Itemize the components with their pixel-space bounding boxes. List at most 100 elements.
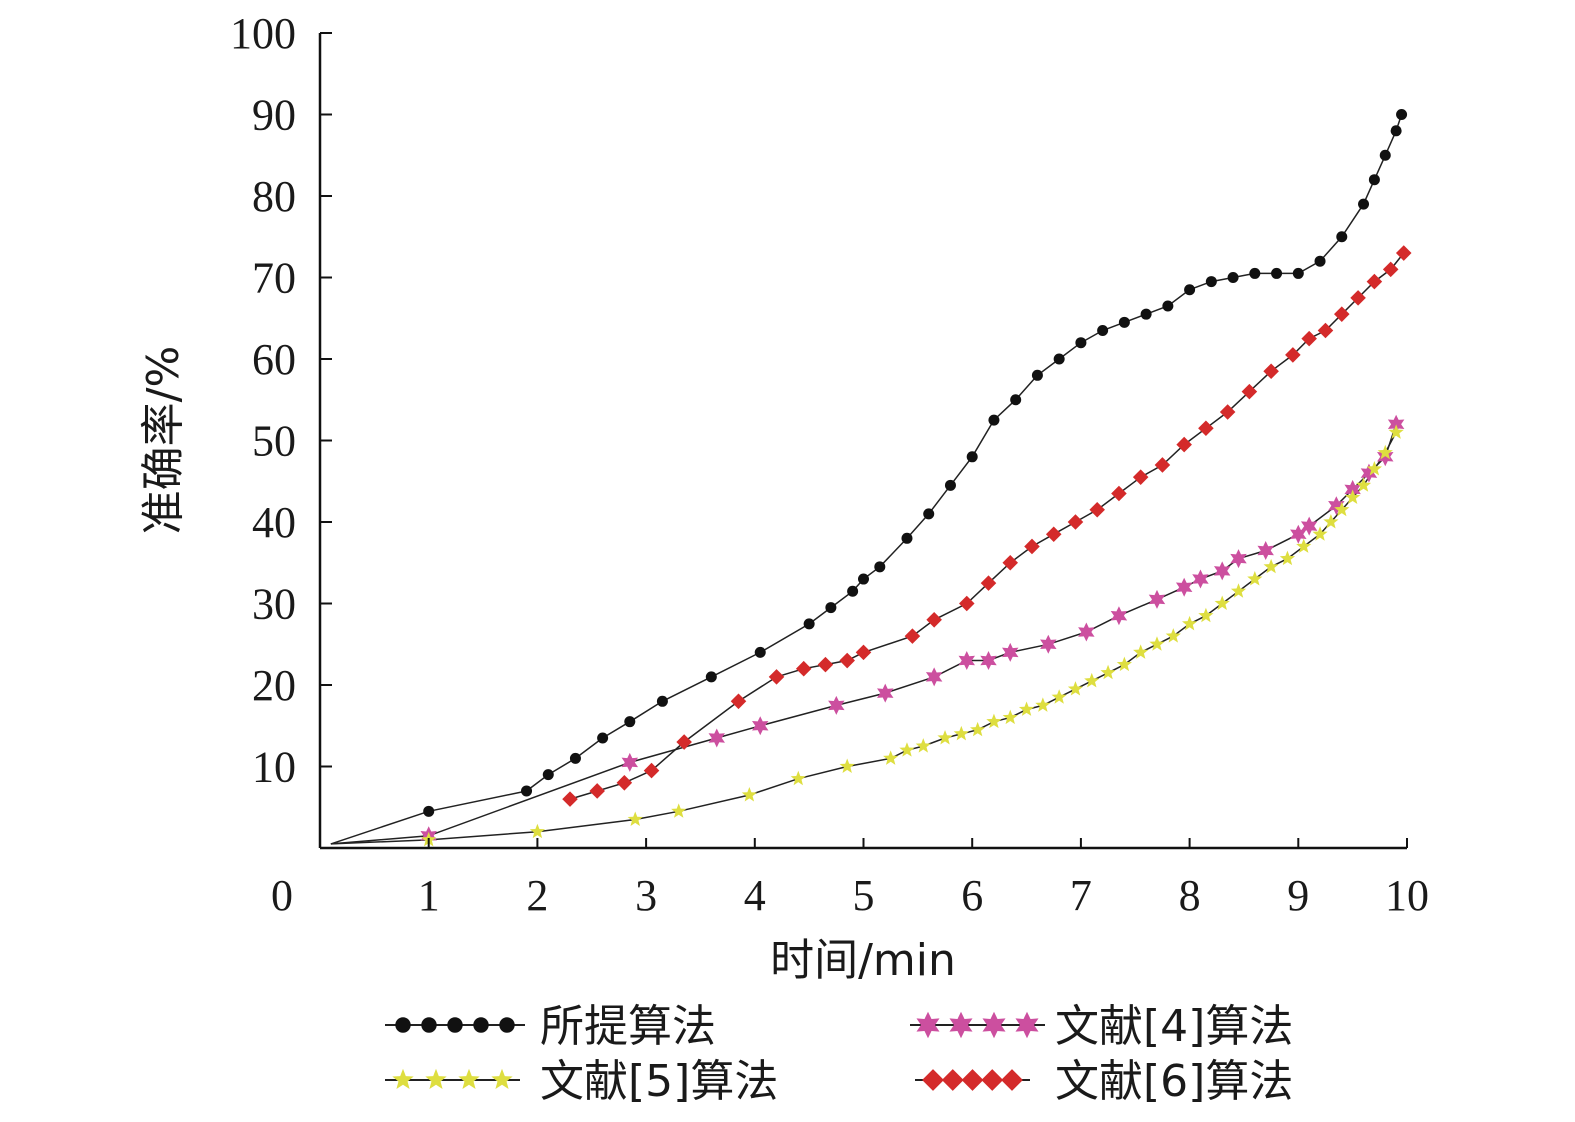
series-2-point [621,752,639,772]
legend-label: 文献[6]算法 [1055,1056,1293,1107]
series-2-point [1192,569,1209,589]
series-4-point [1382,261,1399,278]
series-3-point [1067,681,1084,696]
series-1-point [1249,267,1261,279]
legend-marker [981,1069,1004,1091]
series-1-point [624,716,636,728]
series-line-3 [330,431,1397,845]
series-3-point [1149,636,1165,651]
legend-marker [447,1017,463,1033]
x-tick-label: 4 [744,871,766,920]
series-1-point [1227,272,1239,283]
y-tick-label: 90 [252,91,296,140]
series-3-point [1018,701,1035,716]
series-2-point [925,667,943,687]
series-4-point [958,595,975,612]
series-4-point [730,693,747,710]
legend-label: 所提算法 [540,1001,716,1052]
legend-marker [458,1068,480,1090]
series-2-point [1230,549,1247,569]
series-2-point [1387,414,1405,434]
series-1-point [597,732,609,744]
legend-marker [473,1017,489,1033]
series-1-point [1336,231,1348,243]
legend-marker [949,1011,973,1039]
series-2-point [1175,577,1193,597]
series-2-point [1110,606,1128,626]
series-1-point [858,573,869,585]
series-4-point [855,644,872,661]
series-3-point [1198,607,1214,623]
series-3-point [1312,526,1328,541]
legend-marker [1015,1011,1039,1039]
series-4-point [1317,322,1334,339]
series-2-point [1213,561,1231,581]
series-2-point [1300,516,1318,536]
y-tick-label: 80 [252,172,296,221]
series-3-point [627,811,643,826]
series-3-point [1035,697,1051,712]
series-4-point [1002,554,1019,571]
series-1-point [1118,316,1130,328]
series-3-point [671,803,687,818]
series-3-point [883,750,899,765]
series-2-point [1328,496,1345,516]
series-4-point [1241,383,1258,400]
series-3-point [986,713,1002,729]
series-3-point [529,823,546,839]
series-4-point [562,791,578,807]
series-1-point [1053,353,1065,365]
series-3-point [1247,571,1263,586]
series-1-point [847,585,859,597]
series-3-point [741,787,757,802]
series-2-point [1002,642,1019,662]
series-3-point [1345,489,1361,505]
legend-label: 文献[4]算法 [1055,1001,1293,1052]
series-line-1 [330,114,1403,845]
series-4-point [1132,469,1149,485]
x-tick-label: 10 [1385,871,1429,920]
series-2-point [1377,447,1394,467]
tick-labels: 0 1 2 3 4 5 6 7 8 9 10 10 20 30 40 50 60 70 80 90 100 [230,9,1429,920]
x-tick-label: 5 [853,871,875,920]
series-3-point [1133,644,1149,659]
series-3-point [970,721,986,737]
series-4-point [839,652,855,669]
y-tick-label: 20 [252,661,296,710]
series-4-point [1301,330,1317,347]
series-3-point [1165,628,1181,643]
series-4-point [1089,501,1105,518]
y-tick-label: 60 [252,335,296,384]
series-3-point [1334,501,1350,517]
axes [318,33,1407,850]
series-2-point [1040,634,1057,654]
y-tick-label: 70 [252,254,296,303]
series-4-point [904,628,921,644]
series-2-point [1257,541,1274,561]
series-1-point [1368,174,1380,186]
series-3-point [1388,424,1404,439]
series-1-point [423,805,435,817]
series-4-point [1154,457,1171,473]
series-2-point [958,651,975,671]
series-3-point [1002,709,1018,725]
series-1-point [944,479,956,491]
series-4-point [643,762,660,779]
series-4-point [1334,306,1350,322]
legend-marker [499,1017,515,1033]
series-3-point [1355,477,1372,492]
x-tick-label: 1 [418,871,440,920]
series-4-point [980,575,997,591]
series-1-point [966,451,978,463]
x-tick-label: 9 [1287,871,1309,920]
series-4-point [1176,436,1192,453]
legend-marker [425,1068,447,1090]
y-tick-label: 40 [252,498,296,547]
series-1-point [1379,149,1391,161]
series-1-point [1314,255,1326,267]
legend-marker [395,1017,411,1033]
y-tick-label: 30 [252,580,296,629]
series-2-point [980,651,997,671]
